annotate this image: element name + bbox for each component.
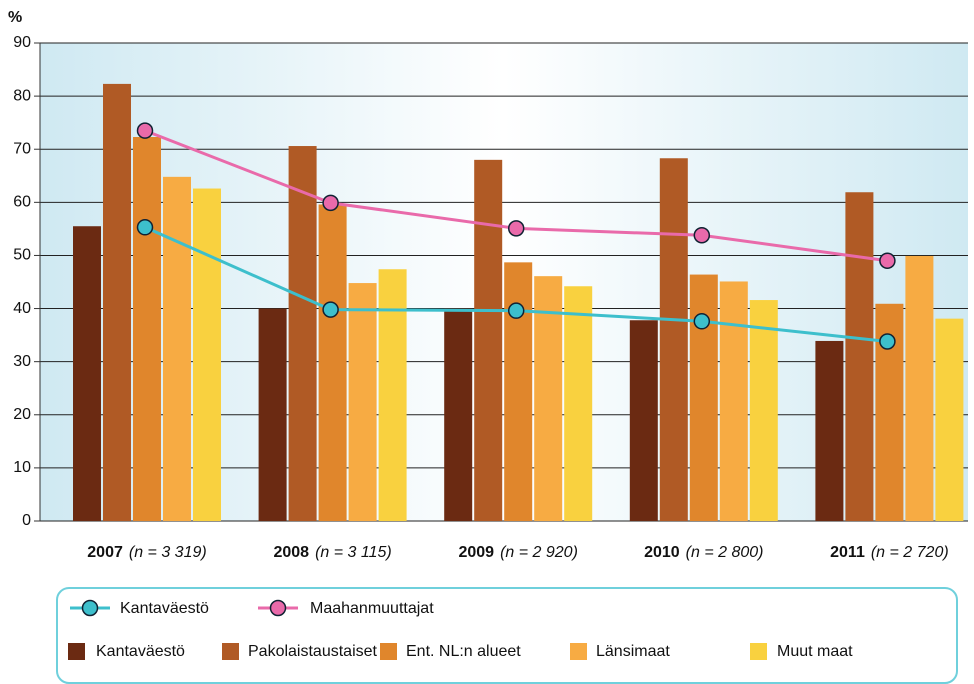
x-tick-label: 2011 (n = 2 720) xyxy=(830,544,949,561)
x-tick-label: 2010 (n = 2 800) xyxy=(644,544,763,561)
legend-label: Maahanmuuttajat xyxy=(310,600,434,617)
bar xyxy=(73,226,101,521)
line-marker xyxy=(136,219,154,236)
line-marker xyxy=(879,252,896,270)
legend-swatch xyxy=(750,643,767,660)
y-tick-label: 80 xyxy=(13,87,31,104)
x-tick-label: 2009 (n = 2 920) xyxy=(458,544,577,561)
bar xyxy=(815,340,844,521)
bar xyxy=(258,308,287,521)
line-marker xyxy=(507,302,525,319)
bar xyxy=(378,269,407,521)
bar xyxy=(719,281,748,521)
line-marker xyxy=(879,333,896,350)
legend-label: Muut maat xyxy=(777,643,853,660)
category-year: 2010 xyxy=(644,544,680,561)
bar xyxy=(564,286,593,521)
legend-marker xyxy=(81,599,99,617)
bar xyxy=(689,274,718,521)
line-marker xyxy=(693,227,711,244)
bar xyxy=(474,159,503,521)
line-marker xyxy=(507,220,525,237)
legend-swatch xyxy=(380,643,397,660)
bar xyxy=(444,308,473,521)
category-note: (n = 2 920) xyxy=(500,544,578,561)
legend-label: Kantaväestö xyxy=(96,643,185,660)
legend-marker xyxy=(269,599,287,617)
legend-label: Pakolaistaustaiset xyxy=(248,643,378,660)
line-marker xyxy=(322,301,339,318)
bar xyxy=(905,255,934,521)
category-note: (n = 3 115) xyxy=(315,544,392,561)
bar xyxy=(504,262,533,521)
bar xyxy=(103,83,131,521)
category-year: 2011 xyxy=(830,544,865,561)
bar xyxy=(193,188,221,521)
x-tick-label: 2008 (n = 3 115) xyxy=(273,544,391,561)
legend-swatch xyxy=(222,643,239,660)
line-marker xyxy=(322,194,339,212)
bar xyxy=(749,300,778,521)
category-year: 2007 xyxy=(87,544,123,561)
y-tick-label: 50 xyxy=(13,247,31,264)
line-marker xyxy=(136,122,154,139)
y-tick-label: 40 xyxy=(13,300,31,317)
legend-swatch xyxy=(68,643,85,660)
category-note: (n = 2 800) xyxy=(686,544,764,561)
y-tick-label: 60 xyxy=(13,194,31,211)
bar xyxy=(659,158,688,522)
x-tick-label: 2007 (n = 3 319) xyxy=(87,544,206,561)
bar xyxy=(288,146,317,521)
y-tick-label: 30 xyxy=(13,353,31,370)
bar xyxy=(133,137,161,522)
bar xyxy=(935,318,964,521)
y-tick-label: 0 xyxy=(22,512,31,529)
bar xyxy=(318,204,347,522)
category-note: (n = 3 319) xyxy=(129,544,207,561)
bar xyxy=(845,192,874,521)
bar xyxy=(163,176,191,521)
category-note: (n = 2 720) xyxy=(871,544,949,561)
y-tick-label: 70 xyxy=(13,140,31,157)
bar xyxy=(629,320,658,521)
legend-label: Länsimaat xyxy=(596,643,670,660)
legend-swatch xyxy=(570,643,587,660)
line-marker xyxy=(693,313,711,330)
legend-label: Ent. NL:n alueet xyxy=(406,643,521,660)
category-year: 2008 xyxy=(273,544,309,561)
y-tick-label: 90 xyxy=(13,34,31,51)
category-year: 2009 xyxy=(458,544,494,561)
legend-label: Kantaväestö xyxy=(120,600,209,617)
bar xyxy=(534,276,563,521)
bar xyxy=(348,283,377,521)
y-axis-label: % xyxy=(8,9,22,26)
y-tick-label: 20 xyxy=(13,406,31,423)
y-tick-label: 10 xyxy=(13,459,31,476)
